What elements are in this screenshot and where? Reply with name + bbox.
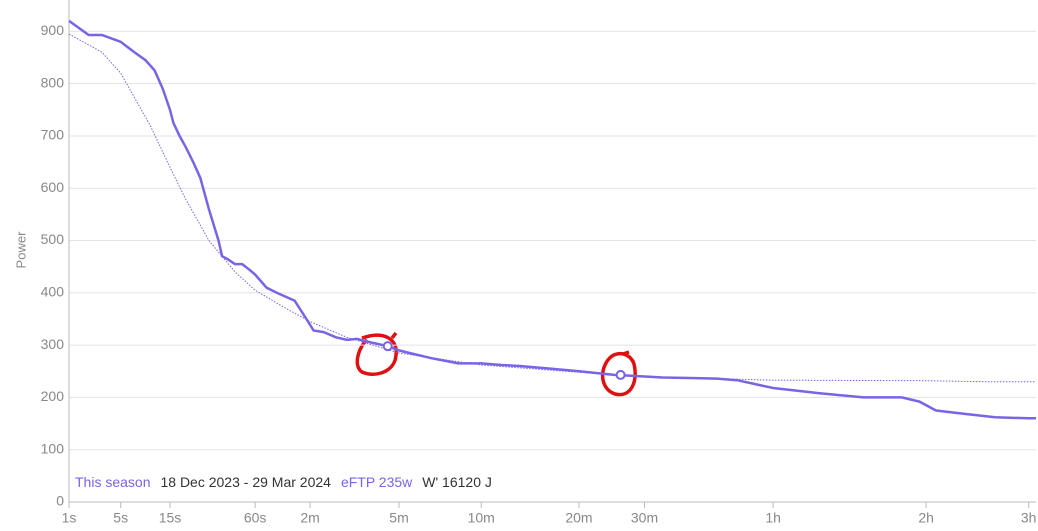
x-tick-label: 1s xyxy=(62,510,77,526)
x-tick-label: 60s xyxy=(244,510,267,526)
x-tick-label: 2h xyxy=(918,510,934,526)
y-tick-label: 700 xyxy=(41,127,65,143)
line-series xyxy=(68,33,1036,383)
point-marker xyxy=(382,341,393,352)
legend-row: This season 18 Dec 2023 - 29 Mar 2024 eFTP… xyxy=(75,474,492,490)
y-tick-label: 600 xyxy=(41,179,65,195)
x-tick-label: 1h xyxy=(765,510,781,526)
y-tick-label: 900 xyxy=(41,22,65,38)
legend-item: eFTP 235w xyxy=(341,474,413,490)
legend-item: 18 Dec 2023 - 29 Mar 2024 xyxy=(160,474,331,490)
x-tick-label: 10m xyxy=(468,510,495,526)
x-tick-label: 5s xyxy=(113,510,128,526)
x-tick-label: 2m xyxy=(300,510,319,526)
y-tick-label: 400 xyxy=(41,284,65,300)
y-tick-label: 0 xyxy=(56,493,64,509)
legend-item: This season xyxy=(75,474,150,490)
x-tick-label: 15s xyxy=(159,510,182,526)
hand-circle xyxy=(355,331,398,377)
y-tick-label: 200 xyxy=(41,388,65,404)
y-tick-label: 100 xyxy=(41,440,65,456)
y-tick-label: 300 xyxy=(41,336,65,352)
y-tick-label: 500 xyxy=(41,231,65,247)
hand-circle xyxy=(600,350,637,397)
x-tick-label: 20m xyxy=(565,510,592,526)
x-tick-label: 30m xyxy=(631,510,658,526)
x-tick-label: 5m xyxy=(389,510,408,526)
point-marker xyxy=(615,369,626,380)
y-tick-label: 800 xyxy=(41,74,65,90)
x-tick-label: 3h xyxy=(1021,510,1037,526)
line-series xyxy=(68,19,1036,420)
y-axis-label: Power xyxy=(13,231,28,269)
legend-item: W' 16120 J xyxy=(422,474,492,490)
